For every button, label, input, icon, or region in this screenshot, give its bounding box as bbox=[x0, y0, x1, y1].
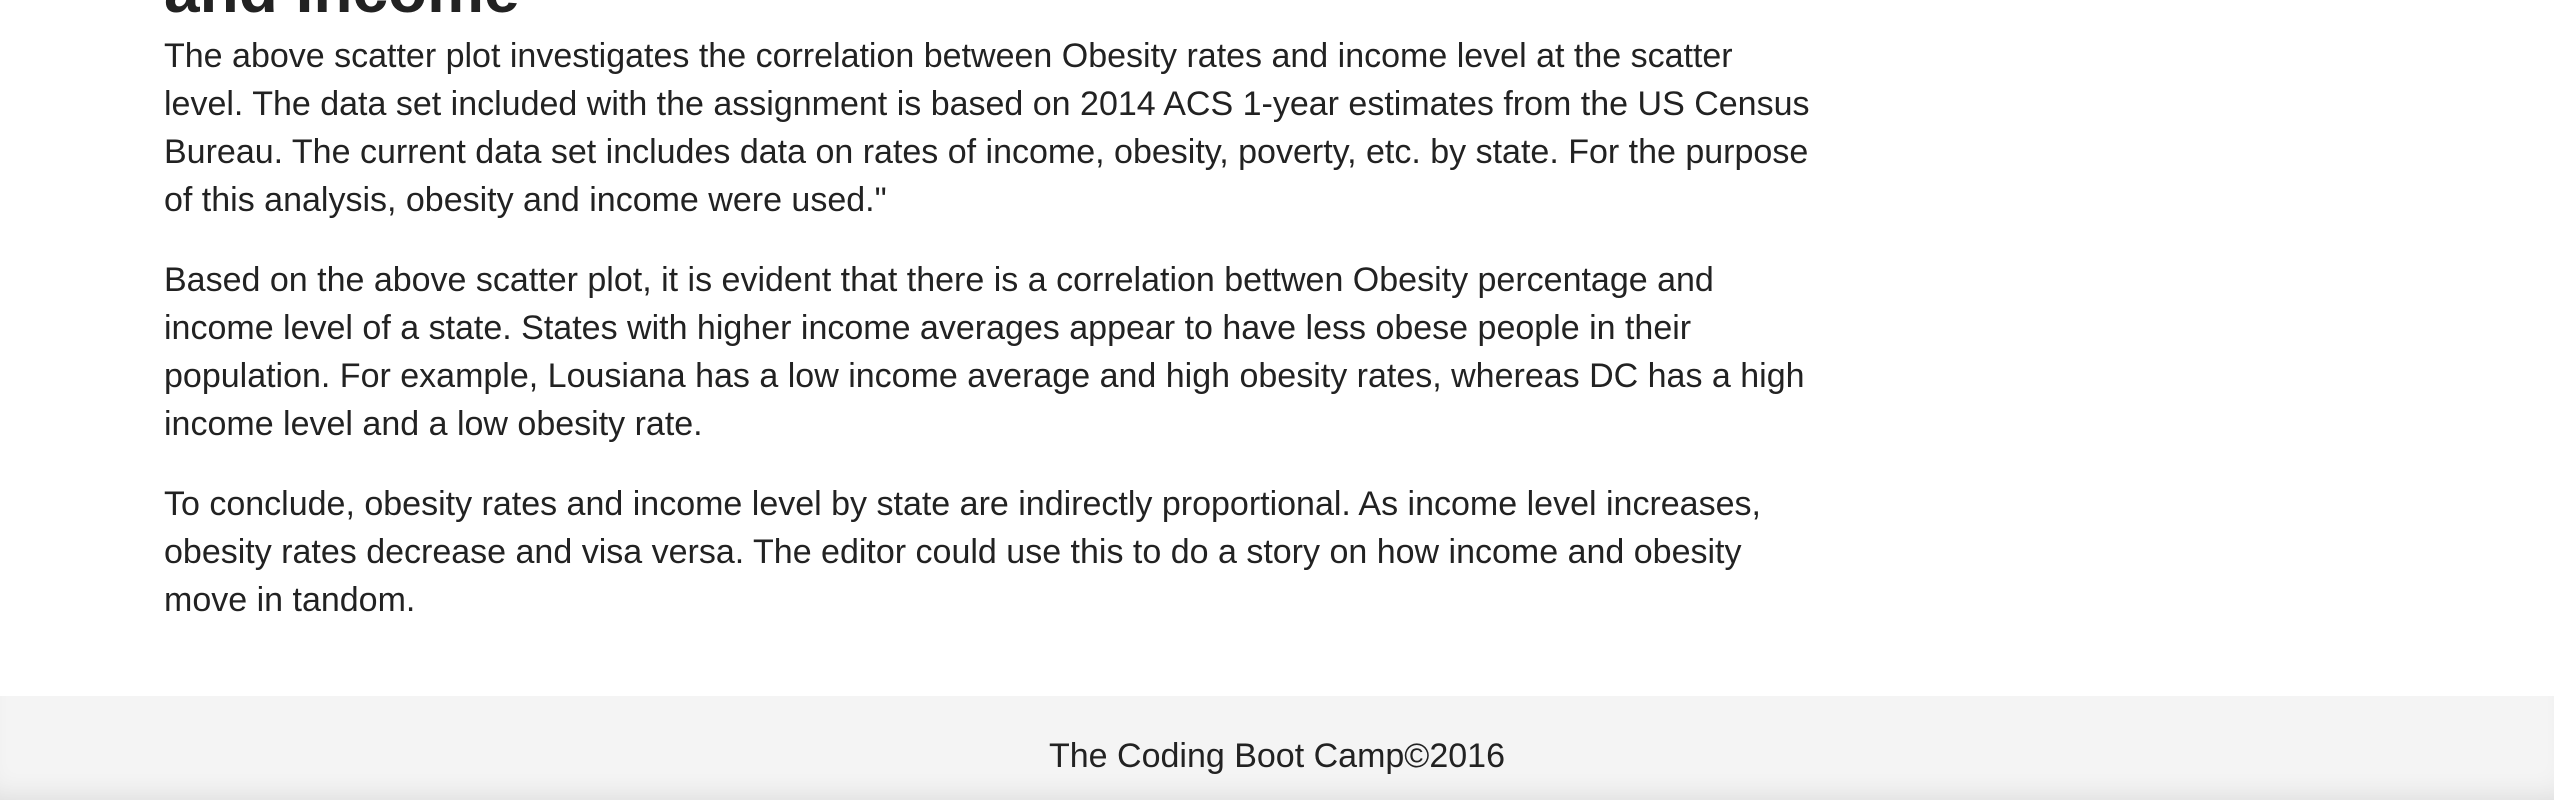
footer-copyright: The Coding Boot Camp©2016 bbox=[1049, 737, 1505, 775]
analysis-paragraph-2: Based on the above scatter plot, it is e… bbox=[164, 261, 1805, 443]
analysis-paragraph-3: To conclude, obesity rates and income le… bbox=[164, 485, 1761, 619]
page-footer: The Coding Boot Camp©2016 bbox=[0, 696, 2554, 800]
article-heading: and Income bbox=[164, 0, 520, 22]
analysis-paragraph-1: The above scatter plot investigates the … bbox=[164, 37, 1810, 219]
